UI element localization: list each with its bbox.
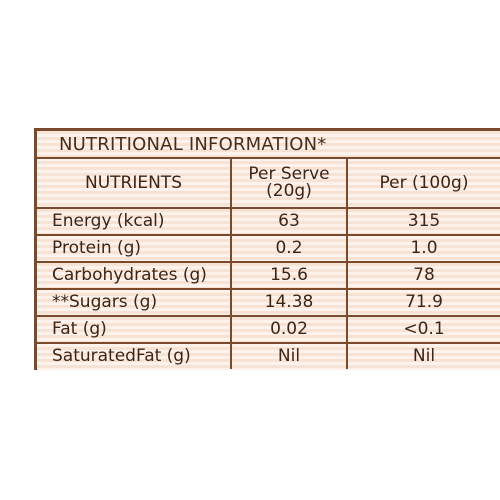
table-row: **Sugars (g) 14.38 71.9 — [37, 289, 500, 317]
per-serve-value: 14.38 — [231, 289, 348, 317]
nutrient-name: Energy (kcal) — [37, 208, 232, 236]
per-100g-value: 78 — [347, 262, 500, 290]
per-serve-value: Nil — [231, 343, 348, 369]
nutrient-name: Fat (g) — [37, 316, 232, 344]
nutrition-panel: NUTRITIONAL INFORMATION* NUTRIENTS Per S… — [34, 128, 500, 370]
per-serve-value: 0.2 — [231, 235, 348, 263]
nutrient-name: **Sugars (g) — [37, 289, 232, 317]
per-serve-value: 15.6 — [231, 262, 348, 290]
per-100g-value: <0.1 — [347, 316, 500, 344]
header-per-100g: Per (100g) — [347, 159, 500, 209]
header-per-serve: Per Serve (20g) — [231, 159, 348, 209]
table-row: Fat (g) 0.02 <0.1 — [37, 316, 500, 344]
header-per-serve-line2: (20g) — [266, 181, 312, 201]
nutrient-name: Protein (g) — [37, 235, 232, 263]
per-100g-value: 1.0 — [347, 235, 500, 263]
table-header-row: NUTRIENTS Per Serve (20g) Per (100g) — [37, 159, 500, 209]
per-100g-value: 71.9 — [347, 289, 500, 317]
table-row: Energy (kcal) 63 315 — [37, 208, 500, 236]
header-per-serve-line1: Per Serve — [248, 164, 330, 184]
per-100g-value: Nil — [412, 346, 436, 366]
table-row: Carbohydrates (g) 15.6 78 — [37, 262, 500, 290]
per-serve-value: 63 — [231, 208, 348, 236]
header-nutrients: NUTRIENTS — [37, 159, 232, 209]
per-100g-value: 315 — [347, 208, 500, 236]
nutrition-table: NUTRIENTS Per Serve (20g) Per (100g) Ene… — [37, 159, 500, 369]
panel-title: NUTRITIONAL INFORMATION* — [37, 131, 500, 159]
table-row: SaturatedFat (g) Nil Nil — [37, 343, 500, 369]
nutrient-name: SaturatedFat (g) — [37, 343, 232, 369]
table-row: Protein (g) 0.2 1.0 — [37, 235, 500, 263]
per-serve-value: 0.02 — [231, 316, 348, 344]
nutrient-name: Carbohydrates (g) — [37, 262, 232, 290]
